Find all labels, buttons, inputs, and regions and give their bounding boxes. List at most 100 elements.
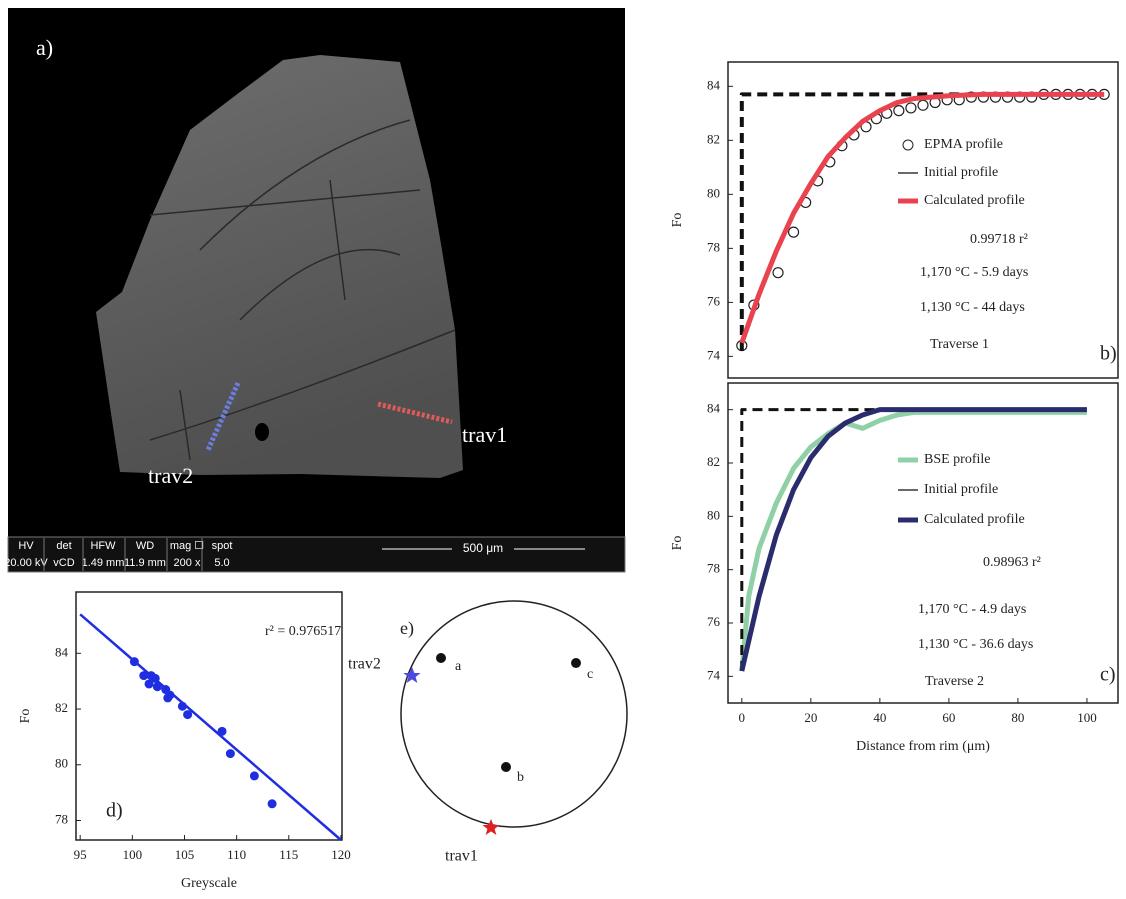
y-axis-label: Fo [670, 213, 685, 228]
data-point [225, 749, 235, 759]
x-axis-label: Greyscale [181, 876, 237, 891]
y-tick-label: 82 [707, 131, 720, 146]
data-point [139, 671, 149, 681]
star [482, 819, 500, 835]
annotation: Traverse 1 [930, 337, 989, 352]
legend-label: BSE profile [924, 452, 991, 467]
data-point [177, 701, 187, 711]
grain [96, 55, 463, 478]
series-line [739, 91, 1105, 344]
sem-image: a) trav2 trav1 500 μm [7, 8, 626, 573]
trav2-label: trav2 [148, 463, 193, 488]
x-tick-label: 40 [873, 710, 886, 725]
trav1-label: trav1 [462, 422, 507, 447]
legend-label: Initial profile [924, 165, 998, 180]
data-point [905, 102, 917, 114]
plot-frame [727, 61, 1119, 379]
info-header: HFW [90, 540, 116, 552]
x-tick-label: 120 [331, 847, 351, 862]
info-header: HV [18, 540, 34, 552]
data-point [893, 105, 905, 117]
info-header: det [56, 540, 71, 552]
x-tick-label: 0 [739, 710, 746, 725]
x-tick-label: 105 [175, 847, 195, 862]
x-tick-label: 115 [279, 847, 298, 862]
info-header: spot [212, 540, 233, 552]
plot-frame [727, 382, 1119, 704]
data-point [165, 690, 175, 700]
annotation: b) [1100, 343, 1117, 365]
x-tick-label: 60 [942, 710, 955, 725]
annotation: 1,170 °C - 5.9 days [920, 265, 1028, 280]
annotation: c) [1100, 664, 1116, 686]
panel-label: a) [36, 35, 53, 60]
y-tick-label: 76 [707, 614, 721, 629]
x-tick-label: 110 [227, 847, 246, 862]
info-table: HV 20.00 kV det vCD HFW 1.49 mm WD 11.9 mm mag ☐… [4, 538, 232, 571]
data-point [150, 673, 160, 683]
data-point [772, 267, 784, 279]
series-line [740, 408, 1087, 671]
y-tick-label: 74 [707, 667, 721, 682]
info-value: 20.00 kV [4, 557, 48, 569]
cracks [149, 119, 456, 461]
y-tick-label: 80 [707, 185, 720, 200]
legend-label: Calculated profile [924, 512, 1025, 527]
data-point [917, 99, 929, 111]
data-point [249, 771, 259, 781]
x-tick-label: 100 [123, 847, 143, 862]
trav2-line [205, 381, 241, 452]
x-axis-label: Distance from rim (μm) [856, 739, 990, 754]
y-tick-label: 76 [707, 293, 721, 308]
data-point [787, 226, 800, 238]
annotation: 1,170 °C - 4.9 days [918, 602, 1026, 617]
scale-label: 500 μm [463, 541, 503, 555]
legend-label: Calculated profile [924, 193, 1025, 208]
annotation: 0.99718 r² [970, 232, 1028, 247]
y-tick-label: 80 [55, 756, 68, 771]
x-tick-label: 80 [1011, 710, 1024, 725]
data-point [152, 682, 162, 692]
pole-label: b [517, 770, 524, 785]
y-axis-label: Fo [670, 536, 685, 551]
y-tick-label: 82 [707, 454, 720, 469]
y-tick-label: 84 [707, 401, 721, 416]
stereonet: e) a b c trav2 trav1 [348, 600, 628, 865]
data-point [217, 726, 227, 736]
info-value: 5.0 [214, 557, 229, 569]
annotation: d) [106, 800, 123, 822]
star [403, 667, 421, 683]
fit-line [79, 613, 342, 841]
marker-label: trav1 [445, 848, 478, 865]
y-tick-label: 84 [55, 644, 69, 659]
marker-label: trav2 [348, 656, 381, 673]
pole-label: c [587, 667, 593, 682]
series-line [739, 409, 1087, 672]
y-tick-label: 78 [55, 811, 68, 826]
legend-marker [902, 139, 914, 151]
annotation: 1,130 °C - 36.6 days [918, 637, 1033, 652]
annotation: Traverse 2 [925, 674, 984, 689]
y-tick-label: 74 [707, 347, 721, 362]
x-tick-label: 95 [74, 847, 87, 862]
info-value: 1.49 mm [82, 557, 125, 569]
scale-bg [452, 541, 514, 557]
plot-frame [75, 591, 343, 841]
y-tick-label: 84 [707, 77, 721, 92]
y-tick-label: 78 [707, 561, 720, 576]
info-value: 200 x [174, 557, 201, 569]
info-bar [7, 536, 626, 573]
hole [255, 423, 269, 441]
info-value: 11.9 mm [124, 557, 166, 569]
annotation: 0.98963 r² [983, 555, 1041, 570]
annotation: r² = 0.976517 [265, 624, 341, 639]
data-point [129, 657, 139, 667]
legend-label: Initial profile [924, 482, 998, 497]
pole-label: a [455, 659, 462, 674]
annotation: 1,130 °C - 44 days [920, 300, 1025, 315]
pole [436, 653, 446, 663]
trav1-line [377, 401, 453, 425]
data-point [183, 710, 193, 720]
legend-label: EPMA profile [924, 137, 1003, 152]
